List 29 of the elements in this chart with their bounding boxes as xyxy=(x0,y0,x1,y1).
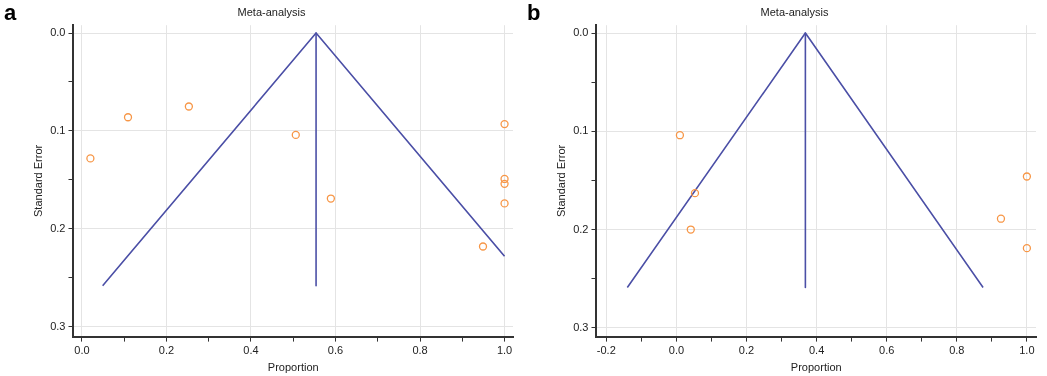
chart-title: Meta-analysis xyxy=(760,5,829,18)
x-tick-label: 0.0 xyxy=(74,344,90,357)
x-tick-label: -0.2 xyxy=(596,344,616,357)
y-tick-label: 0.0 xyxy=(573,26,589,39)
text: b xyxy=(527,0,541,26)
x-tick-label: 0.4 xyxy=(243,344,259,357)
x-tick-label: 0.6 xyxy=(879,344,895,357)
x-tick-label: 0.8 xyxy=(412,344,428,357)
y-tick-label: 0.2 xyxy=(50,221,66,234)
x-tick-label: 1.0 xyxy=(496,344,513,357)
text: a xyxy=(4,0,17,26)
chart-title: Meta-analysis xyxy=(237,5,306,18)
y-axis-title: Standard Error xyxy=(554,144,567,217)
y-tick-label: 0.3 xyxy=(573,320,589,333)
x-tick-label: 0.0 xyxy=(668,344,685,357)
y-tick-label: 0.1 xyxy=(573,124,589,137)
x-axis-title: Proportion xyxy=(790,361,842,374)
y-tick-label: 0.2 xyxy=(573,222,589,235)
x-tick-label: 0.2 xyxy=(158,344,175,357)
y-axis-title: Standard Error xyxy=(31,144,44,217)
x-axis-title: Proportion xyxy=(267,361,319,374)
x-tick-label: 1.0 xyxy=(1019,344,1035,357)
x-tick-label: 0.8 xyxy=(949,344,965,357)
x-tick-label: 0.6 xyxy=(327,344,344,357)
x-tick-label: 0.4 xyxy=(808,344,825,357)
y-tick-label: 0.3 xyxy=(50,319,66,332)
y-tick-label: 0.1 xyxy=(50,123,66,136)
x-tick-label: 0.2 xyxy=(738,344,755,357)
y-tick-label: 0.0 xyxy=(50,26,66,39)
